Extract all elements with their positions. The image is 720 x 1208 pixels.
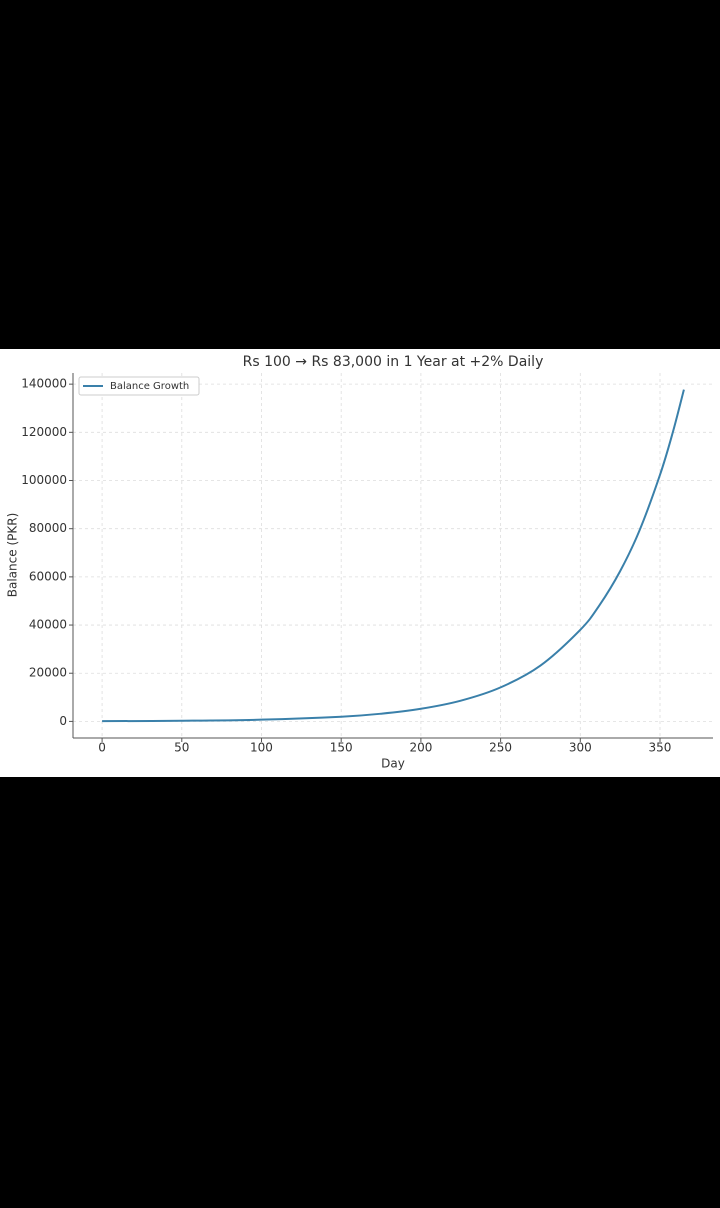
x-tick-label: 300: [569, 741, 592, 755]
y-tick-label: 20000: [29, 666, 67, 680]
legend-box: [78, 376, 200, 396]
x-axis-label: Day: [381, 757, 405, 771]
y-axis-label: Balance (PKR): [6, 513, 20, 597]
x-tick-label: 50: [174, 741, 189, 755]
x-tick-label: 200: [409, 741, 432, 755]
x-tick-label: 150: [330, 741, 353, 755]
chart-title: Rs 100 → Rs 83,000 in 1 Year at +2% Dail…: [243, 354, 544, 370]
x-tick-label: 250: [489, 741, 512, 755]
x-tick-label: 350: [649, 741, 672, 755]
y-tick-label: 120000: [21, 425, 67, 439]
chart-background: [0, 349, 720, 777]
y-tick-label: 140000: [21, 377, 67, 391]
y-tick-label: 40000: [29, 618, 67, 632]
y-tick-label: 80000: [29, 521, 67, 535]
legend-label: Balance Growth: [110, 381, 189, 392]
x-tick-label: 0: [98, 741, 106, 755]
y-tick-label: 100000: [21, 473, 67, 487]
y-tick-label: 0: [59, 714, 67, 728]
x-tick-label: 100: [250, 741, 273, 755]
data-line: [102, 389, 685, 723]
y-tick-label: 60000: [29, 569, 67, 583]
